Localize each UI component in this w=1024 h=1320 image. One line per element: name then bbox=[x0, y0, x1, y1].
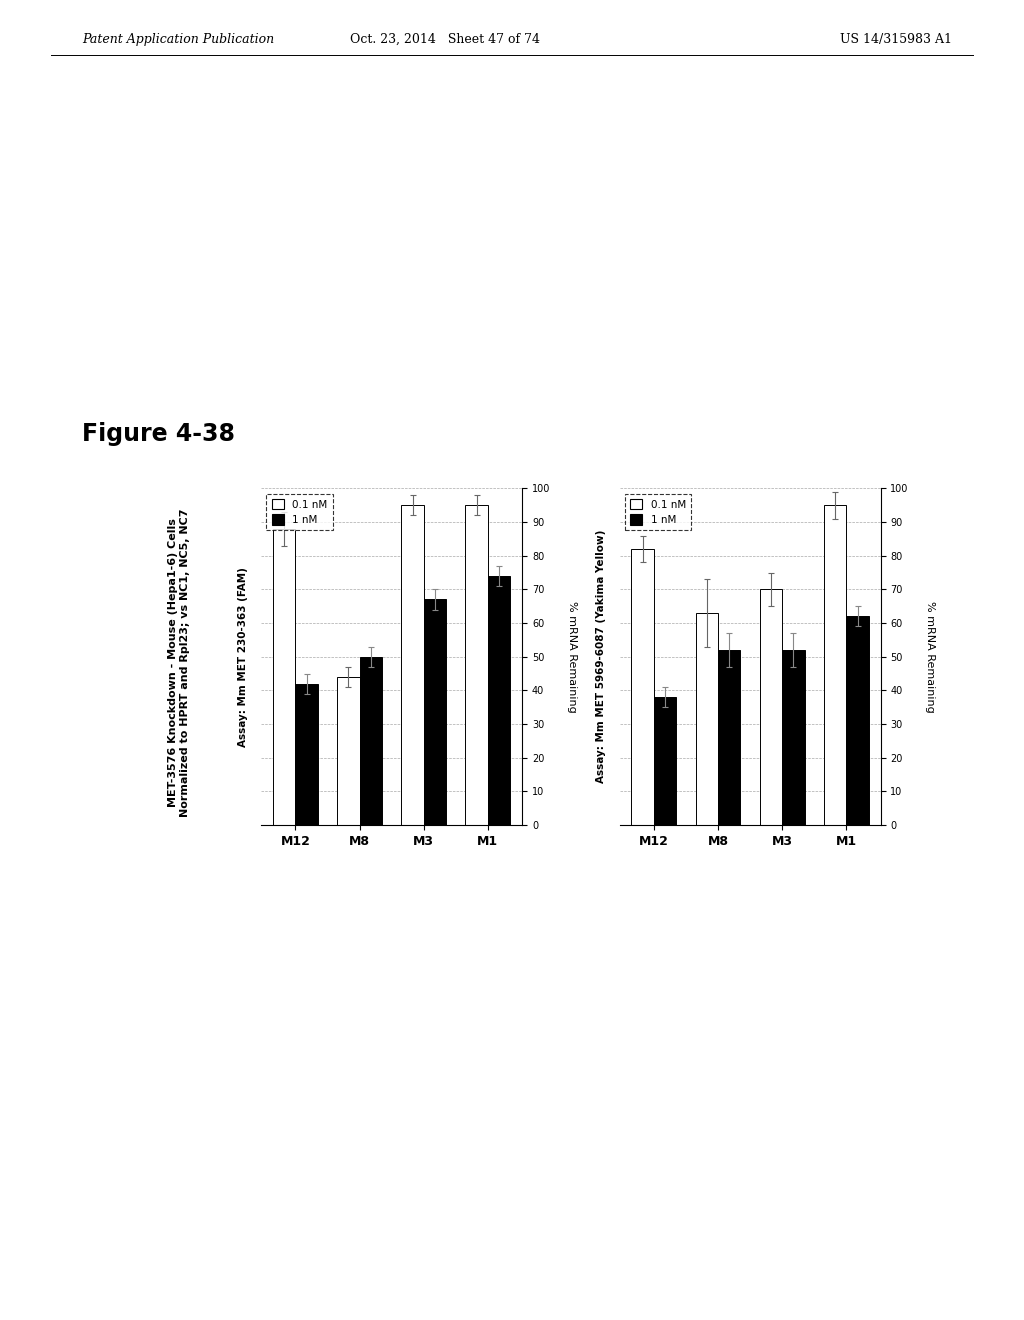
Bar bbox=[718, 649, 740, 825]
Text: Assay: Mm MET 230-363 (FAM): Assay: Mm MET 230-363 (FAM) bbox=[238, 566, 248, 747]
Bar bbox=[824, 506, 846, 825]
Bar bbox=[782, 649, 805, 825]
Bar bbox=[424, 599, 446, 825]
Bar bbox=[695, 612, 718, 825]
Legend: 0.1 nM, 1 nM: 0.1 nM, 1 nM bbox=[625, 494, 691, 529]
Bar bbox=[487, 576, 510, 825]
Text: Oct. 23, 2014   Sheet 47 of 74: Oct. 23, 2014 Sheet 47 of 74 bbox=[350, 33, 541, 46]
Bar bbox=[296, 684, 317, 825]
Y-axis label: % mRNA Remaining: % mRNA Remaining bbox=[567, 601, 577, 713]
Bar bbox=[466, 506, 487, 825]
Text: Assay: Mm MET 5969-6087 (Yakima Yellow): Assay: Mm MET 5969-6087 (Yakima Yellow) bbox=[596, 531, 606, 783]
Bar bbox=[632, 549, 654, 825]
Legend: 0.1 nM, 1 nM: 0.1 nM, 1 nM bbox=[266, 494, 333, 529]
Bar bbox=[654, 697, 676, 825]
Bar bbox=[359, 657, 382, 825]
Bar bbox=[337, 677, 359, 825]
Text: MET-3576 Knockdown - Mouse (Hepa1-6) Cells
Normalized to HPRT and Rpl23; vs NC1,: MET-3576 Knockdown - Mouse (Hepa1-6) Cel… bbox=[168, 508, 190, 817]
Bar bbox=[846, 616, 868, 825]
Bar bbox=[401, 506, 424, 825]
Text: Figure 4-38: Figure 4-38 bbox=[82, 422, 234, 446]
Text: Patent Application Publication: Patent Application Publication bbox=[82, 33, 274, 46]
Text: US 14/315983 A1: US 14/315983 A1 bbox=[841, 33, 952, 46]
Bar bbox=[273, 529, 296, 825]
Y-axis label: % mRNA Remaining: % mRNA Remaining bbox=[926, 601, 935, 713]
Bar bbox=[760, 589, 782, 825]
